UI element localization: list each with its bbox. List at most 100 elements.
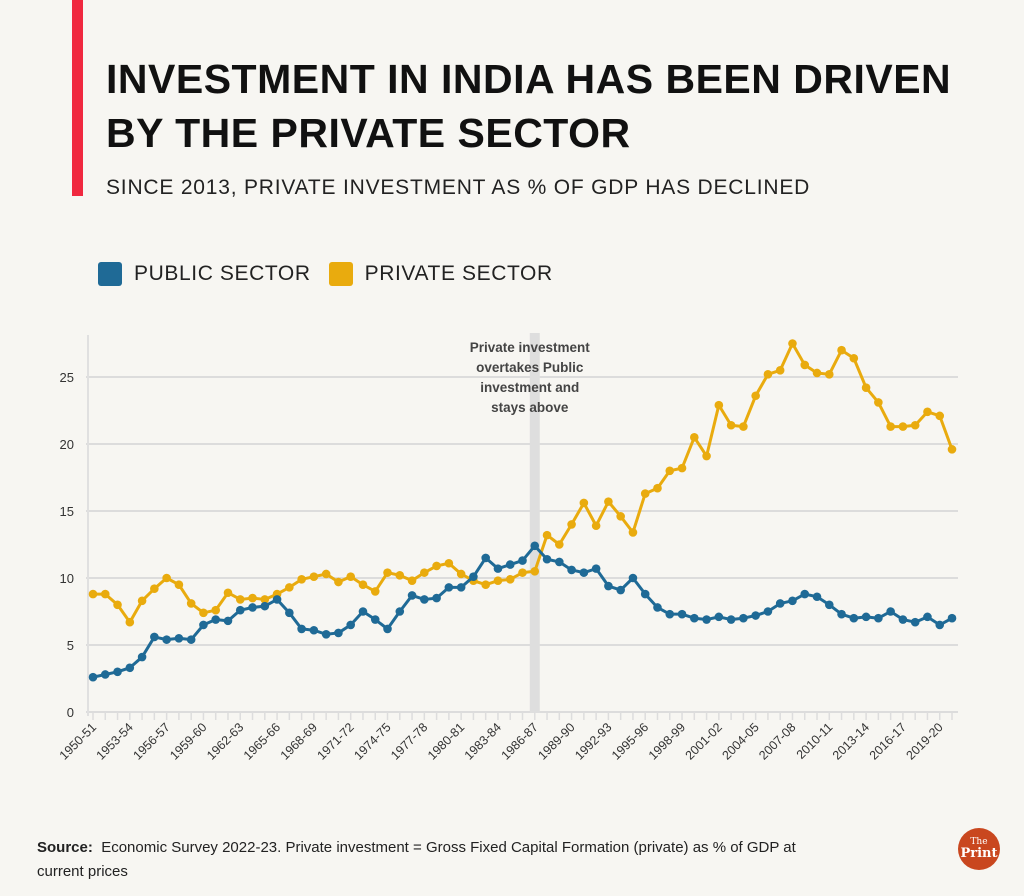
data-point [604,497,613,506]
legend-item-public: PUBLIC SECTOR [98,262,311,286]
data-point [150,632,159,642]
data-point [309,625,319,635]
data-point [88,672,98,682]
data-point [211,615,221,624]
data-point [555,540,564,549]
data-point [923,407,932,417]
data-point [505,575,515,584]
data-point [935,620,945,630]
accent-bar [72,0,83,196]
chart-title: Investment in India has been driven by t… [106,56,952,156]
data-point [812,592,822,602]
data-point [444,558,454,568]
y-tick-label: 25 [60,370,74,385]
data-point [395,607,405,616]
data-point [518,568,527,577]
x-tick-label: 1992-93 [572,720,614,762]
chart-subtitle: SINCE 2013, PRIVATE INVESTMENT AS % OF G… [106,176,811,199]
x-tick-label: 1986-87 [499,720,541,762]
data-point [346,572,356,581]
data-point [223,588,233,598]
source-label: Source: [37,839,93,856]
y-tick-label: 0 [67,705,74,720]
data-point [530,541,540,551]
data-point [199,608,208,618]
data-point [88,589,98,599]
y-tick-label: 10 [60,571,74,586]
data-point [591,564,601,573]
series-public-sector [88,541,957,682]
y-tick-label: 20 [60,437,74,452]
data-point [751,611,760,620]
data-point [739,422,748,431]
data-point [432,593,441,603]
data-point [407,591,417,600]
data-point [481,580,490,589]
data-point [100,670,110,679]
legend-item-private: PRIVATE SECTOR [328,262,553,286]
x-tick-label: 1965-66 [241,720,283,762]
data-point [628,573,638,583]
legend-swatch-private [328,262,353,286]
data-point [677,463,687,473]
data-point [665,609,675,619]
data-point [898,615,908,624]
data-point [616,585,625,595]
data-point [174,634,184,643]
logo-line1: The [970,837,988,847]
data-point [260,601,270,611]
data-point [334,628,343,638]
y-tick-label: 15 [60,504,74,519]
data-point [358,580,368,589]
theprint-logo: The Print [958,828,1000,870]
legend-swatch-public [98,262,122,286]
data-point [824,370,834,379]
data-point [874,398,883,407]
data-point [100,589,110,599]
data-point [788,596,797,606]
data-point [297,575,306,584]
legend-label-public: PUBLIC SECTOR [134,262,311,285]
data-point [775,366,785,375]
data-point [137,596,147,606]
data-point [812,368,822,378]
data-point [898,422,908,431]
data-point [334,577,343,587]
data-point [849,353,859,363]
x-tick-label: 1962-63 [204,720,246,762]
data-point [923,612,932,622]
data-point [788,339,797,348]
data-point [432,561,441,571]
data-point [726,615,736,624]
data-point [186,635,196,644]
data-point [763,607,773,616]
x-tick-label: 1956-57 [130,720,172,762]
data-point [714,612,724,622]
data-point [260,595,270,604]
annotation-text: overtakes Public [476,360,584,375]
x-tick-label: 1983-84 [462,720,504,762]
x-tick-label: 1977-78 [388,720,430,762]
data-point [640,589,650,599]
x-tick-label: 1989-90 [535,720,577,762]
data-point [910,420,920,430]
data-point [665,466,675,476]
annotation-text: investment and [480,380,579,395]
data-point [763,370,773,379]
logo-line2: Print [960,846,998,861]
data-point [653,483,662,493]
x-tick-label: 2013-14 [830,720,872,762]
data-point [739,613,748,623]
data-point [309,572,319,581]
data-point [579,498,589,508]
data-point [199,620,208,630]
data-point [702,615,711,624]
data-point [505,560,515,569]
data-point [321,629,331,639]
data-point [162,573,171,583]
source-note: Source: Economic Survey 2022-23. Private… [37,836,797,884]
data-point [358,607,368,616]
data-point [285,608,294,618]
data-point [567,565,576,575]
data-point [542,554,552,564]
